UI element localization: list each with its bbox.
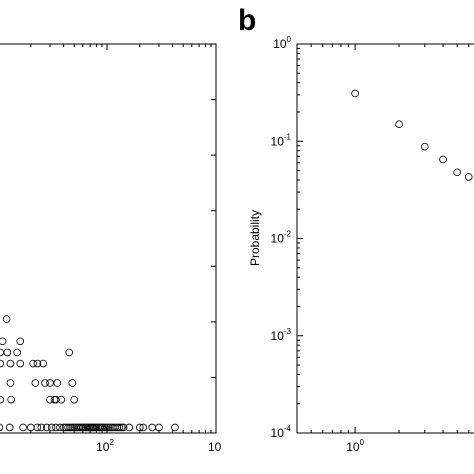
panel-b-data-point — [420, 142, 429, 151]
panel-a-data-point — [33, 423, 42, 432]
panel-a-data-point — [16, 359, 25, 368]
panel-a-data-point — [65, 348, 73, 357]
panel-b-data-point — [464, 173, 473, 181]
panel-a-data-point — [117, 423, 126, 432]
panel-b-plot-area — [296, 43, 474, 434]
panel-a-data-point — [119, 423, 128, 432]
panel-a-data-point — [6, 359, 15, 368]
panel-a-data-point — [41, 379, 49, 387]
panel-a-data-point — [53, 379, 62, 387]
panel-a: 102 10 — [0, 43, 222, 454]
panel-a-data-point — [171, 423, 179, 432]
panel-a-data-point — [139, 423, 148, 432]
panel-a-data-point — [33, 359, 42, 368]
panel-a-data-point — [29, 359, 37, 368]
panel-a-data-point — [68, 379, 77, 387]
panel-a-data-point — [0, 348, 5, 357]
panel-a-data-point — [105, 423, 113, 432]
panel-b-y-tick-label: 100 — [273, 35, 291, 51]
panel-b-y-tick-label: 10-2 — [271, 230, 292, 246]
panel-a-data-point — [52, 395, 60, 404]
panel-b-y-tick-label: 10-1 — [271, 132, 292, 148]
panel-b-y-tick-label: 10-3 — [271, 327, 292, 343]
panel-b-points — [351, 89, 473, 181]
panel-b-data-point — [395, 120, 403, 128]
panel-a-data-point — [3, 348, 12, 357]
panel-a-data-point — [5, 423, 14, 432]
panel-a-data-point — [37, 423, 46, 432]
panel-a-data-point — [125, 423, 134, 432]
panel-a-x-tick-label: 10 — [208, 440, 222, 454]
panel-b-data-point — [453, 168, 461, 177]
panel-b-y-axis-label: Probability — [248, 210, 262, 266]
panel-a-data-point — [0, 395, 5, 404]
panel-a-data-point — [70, 395, 78, 404]
panel-a-data-point — [99, 423, 107, 432]
panel-b-axes: 100 10-1 10-2 10-3 10-4 100 — [271, 35, 470, 454]
panel-a-data-point — [52, 423, 60, 432]
panel-a-data-point — [16, 337, 25, 346]
panel-b-x-tick-label: 100 — [346, 438, 364, 454]
panel-a-data-point — [103, 423, 111, 432]
panel-a-data-point — [66, 423, 75, 432]
panel-a-data-point — [68, 423, 77, 432]
panel-a-x-axis: 102 10 — [30, 43, 222, 454]
panel-a-data-point — [13, 348, 21, 357]
panel-a-data-point — [0, 423, 4, 432]
panel-a-data-point — [64, 423, 72, 432]
panel-a-data-point — [31, 379, 40, 387]
panel-a-data-point — [0, 359, 5, 368]
panel-b-y-tick-label: 10-4 — [271, 424, 292, 440]
panel-a-data-point — [56, 423, 64, 432]
panel-a-data-point — [0, 337, 7, 346]
panel-b-data-point — [439, 155, 447, 164]
panel-b-data-point — [351, 89, 359, 98]
panel-a-data-point — [46, 379, 54, 387]
panel-a-data-point — [101, 423, 109, 432]
panel-a-data-point — [115, 423, 124, 432]
panel-a-data-point — [19, 423, 27, 432]
panel-a-data-point — [2, 315, 11, 323]
panel-a-data-point — [27, 423, 35, 432]
panel-a-data-point — [148, 423, 157, 432]
panel-a-data-point — [6, 379, 15, 387]
panel-a-data-point — [57, 395, 65, 404]
panel-a-data-point — [47, 423, 56, 432]
panel-b-label: b — [238, 4, 256, 37]
panel-a-data-point — [155, 423, 163, 432]
panel-a-data-point — [42, 423, 51, 432]
panel-a-points — [0, 315, 179, 432]
panel-a-data-point — [46, 395, 54, 404]
panel-a-plot-area — [0, 43, 217, 434]
panel-a-data-point — [7, 395, 15, 404]
panel-a-data-point — [136, 423, 144, 432]
panel-a-data-point — [39, 359, 48, 368]
panel-b: b Probability 100 10-1 10-2 10-3 10-4 100 — [238, 4, 474, 454]
panel-a-data-point — [62, 423, 70, 432]
panel-a-x-tick-label: 102 — [96, 438, 114, 454]
